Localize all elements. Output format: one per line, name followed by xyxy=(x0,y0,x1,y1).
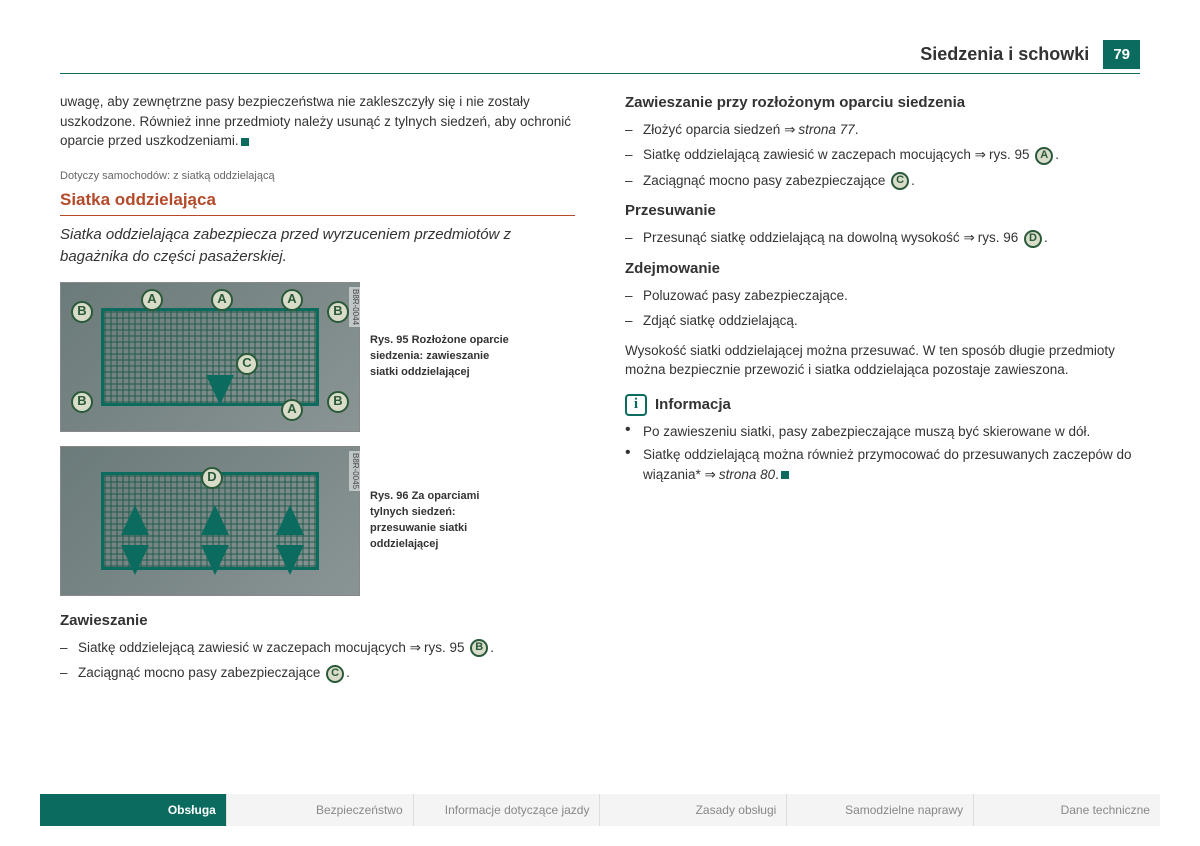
end-marker-icon xyxy=(781,471,789,479)
figure-95-image: B8R-0044 A A A B B B B C A xyxy=(60,282,360,432)
figure-96-caption: Rys. 96 Za oparciami tylnych siedzeń: pr… xyxy=(370,489,520,553)
callout-c-icon: C xyxy=(236,353,258,375)
page-header: Siedzenia i schowki 79 xyxy=(60,40,1140,74)
body-paragraph: Wysokość siatki oddzielającej można prze… xyxy=(625,341,1140,380)
intro-paragraph: uwagę, aby zewnętrzne pasy bezpieczeństw… xyxy=(60,92,575,151)
moving-item1-ref: rys. 96 xyxy=(978,230,1019,245)
end-marker-icon xyxy=(241,138,249,146)
hf-item3-text: Zaciągnąć mocno pasy zabezpieczające xyxy=(643,173,889,188)
footer-tab-zasady[interactable]: Zasady obsługi xyxy=(599,794,786,826)
callout-d-icon: D xyxy=(1024,230,1042,248)
hanging-folded-heading: Zawieszanie przy rozłożonym oparciu sied… xyxy=(625,92,1140,114)
hanging-item-1-ref: rys. 95 xyxy=(424,640,465,655)
removing-item-2: – Zdjąć siatkę oddzielającą. xyxy=(625,311,1140,331)
hf-item1-ref: strona 77 xyxy=(798,122,854,137)
info-item1-text: Po zawieszeniu siatki, pasy zabezpieczaj… xyxy=(643,422,1090,442)
left-column: uwagę, aby zewnętrzne pasy bezpieczeństw… xyxy=(60,92,575,689)
moving-item-1: – Przesunąć siatkę oddzielającą na dowol… xyxy=(625,228,1140,248)
callout-b-icon: B xyxy=(71,301,93,323)
ref-arrow-icon xyxy=(410,640,424,655)
right-column: Zawieszanie przy rozłożonym oparciu sied… xyxy=(625,92,1140,689)
callout-c-icon: C xyxy=(326,665,344,683)
intro-text: uwagę, aby zewnętrzne pasy bezpieczeństw… xyxy=(60,94,571,148)
hf-item1-text: Złożyć oparcia siedzeń xyxy=(643,122,784,137)
callout-c-icon: C xyxy=(891,172,909,190)
hanging-folded-item-1: – Złożyć oparcia siedzeń strona 77. xyxy=(625,120,1140,140)
info-label: Informacja xyxy=(655,394,731,416)
footer-tab-obsluga[interactable]: Obsługa xyxy=(40,794,226,826)
figure-96-image: B8R-0045 D xyxy=(60,446,360,596)
removing-heading: Zdejmowanie xyxy=(625,258,1140,280)
figure-96: B8R-0045 D Rys. 96 Za oparciami tylnych … xyxy=(60,446,575,596)
removing-item2-text: Zdjąć siatkę oddzielającą. xyxy=(643,311,798,331)
footer-tab-dane[interactable]: Dane techniczne xyxy=(973,794,1160,826)
hanging-heading: Zawieszanie xyxy=(60,610,575,632)
callout-b-icon: B xyxy=(327,301,349,323)
callout-a-icon: A xyxy=(281,399,303,421)
hanging-item-1: – Siatkę oddzielejącą zawiesić w zaczepa… xyxy=(60,638,575,658)
hf-item2-ref: rys. 95 xyxy=(989,147,1030,162)
arrow-up-icon xyxy=(276,505,304,535)
figure-96-code: B8R-0045 xyxy=(349,451,361,491)
hanging-item-2: – Zaciągnąć mocno pasy zabezpieczające C… xyxy=(60,663,575,683)
info-box: i Informacja xyxy=(625,394,1140,416)
figure-95-code: B8R-0044 xyxy=(349,287,361,327)
header-section-title: Siedzenia i schowki xyxy=(920,44,1089,65)
arrow-down-icon xyxy=(206,375,234,405)
callout-b-icon: B xyxy=(470,639,488,657)
info-item2-ref: strona 80 xyxy=(719,467,775,482)
callout-a-icon: A xyxy=(1035,147,1053,165)
info-item-1: • Po zawieszeniu siatki, pasy zabezpiecz… xyxy=(625,422,1140,442)
arrow-down-icon xyxy=(201,545,229,575)
callout-a-icon: A xyxy=(211,289,233,311)
removing-item1-text: Poluzować pasy zabezpieczające. xyxy=(643,286,848,306)
footer-tab-naprawy[interactable]: Samodzielne naprawy xyxy=(786,794,973,826)
footer-tabs: Obsługa Bezpieczeństwo Informacje dotycz… xyxy=(40,794,1160,826)
arrow-up-icon xyxy=(121,505,149,535)
figure-95-caption: Rys. 95 Rozłożone oparcie siedzenia: zaw… xyxy=(370,333,520,381)
removing-item-1: – Poluzować pasy zabezpieczające. xyxy=(625,286,1140,306)
callout-b-icon: B xyxy=(71,391,93,413)
ref-arrow-icon xyxy=(975,147,989,162)
moving-item1-text: Przesunąć siatkę oddzielającą na dowolną… xyxy=(643,230,963,245)
ref-arrow-icon xyxy=(963,230,977,245)
applies-note: Dotyczy samochodów: z siatką oddzielając… xyxy=(60,169,575,185)
ref-arrow-icon xyxy=(705,467,719,482)
moving-heading: Przesuwanie xyxy=(625,200,1140,222)
footer-tab-bezpieczenstwo[interactable]: Bezpieczeństwo xyxy=(226,794,413,826)
section-title: Siatka oddzielająca xyxy=(60,188,575,217)
callout-a-icon: A xyxy=(141,289,163,311)
arrow-up-icon xyxy=(201,505,229,535)
callout-b-icon: B xyxy=(327,391,349,413)
callout-d-icon: D xyxy=(201,467,223,489)
footer-tab-informacje[interactable]: Informacje dotyczące jazdy xyxy=(413,794,600,826)
ref-arrow-icon xyxy=(784,122,798,137)
figure-95: B8R-0044 A A A B B B B C A Rys. 95 Rozło… xyxy=(60,282,575,432)
arrow-down-icon xyxy=(121,545,149,575)
callout-a-icon: A xyxy=(281,289,303,311)
hanging-item-2-text: Zaciągnąć mocno pasy zabezpieczające xyxy=(78,665,324,680)
hanging-folded-item-3: – Zaciągnąć mocno pasy zabezpieczające C… xyxy=(625,171,1140,191)
arrow-down-icon xyxy=(276,545,304,575)
info-icon: i xyxy=(625,394,647,416)
page-number: 79 xyxy=(1103,40,1140,69)
hanging-folded-item-2: – Siatkę oddzielającą zawiesić w zaczepa… xyxy=(625,145,1140,165)
hanging-item-1-text: Siatkę oddzielejącą zawiesić w zaczepach… xyxy=(78,640,410,655)
section-subtitle: Siatka oddzielająca zabezpiecza przed wy… xyxy=(60,224,575,268)
hf-item2-text: Siatkę oddzielającą zawiesić w zaczepach… xyxy=(643,147,975,162)
info-item-2: • Siatkę oddzielającą można również przy… xyxy=(625,445,1140,484)
